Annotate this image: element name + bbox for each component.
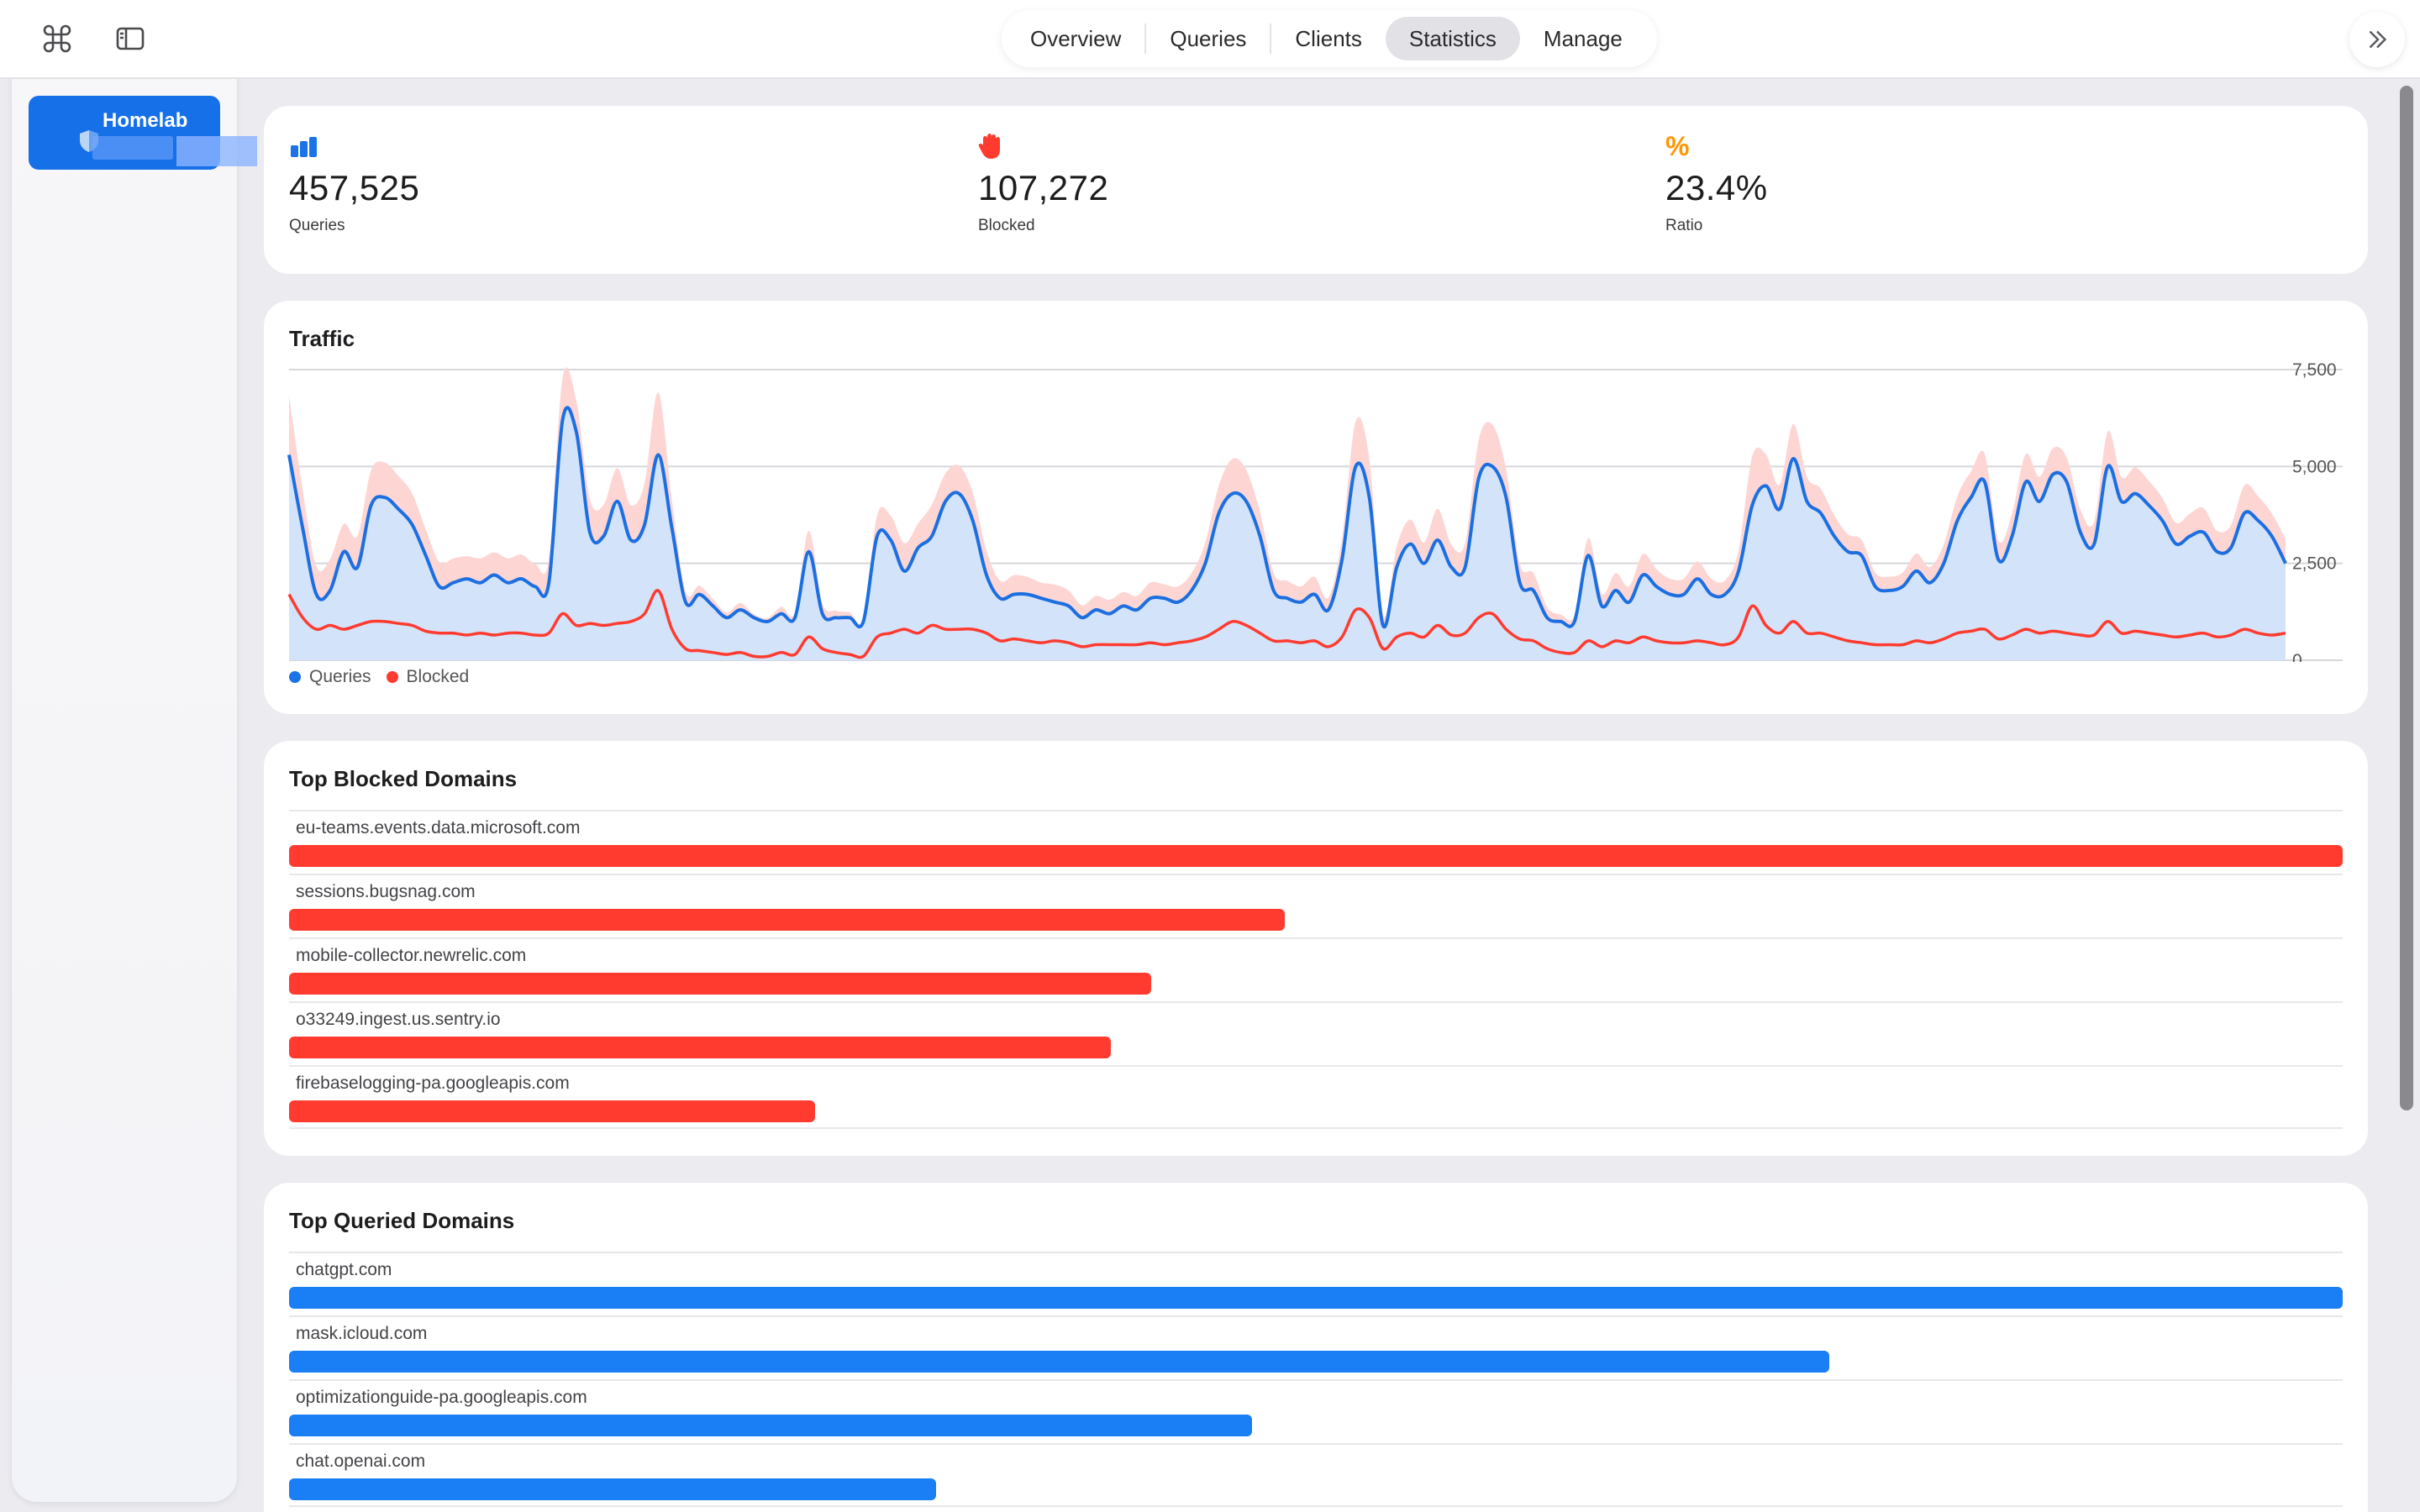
traffic-title: Traffic [289, 326, 355, 351]
scrollbar[interactable] [2400, 86, 2413, 1110]
domain-row[interactable]: chat.openai.com [289, 1443, 2343, 1507]
domain-row[interactable]: eu-teams.events.data.microsoft.com [289, 810, 2343, 874]
legend-queries: Queries [289, 667, 371, 687]
domain-name: o33249.ingest.us.sentry.io [296, 1010, 501, 1029]
queries-line [287, 406, 2287, 629]
server-name: Homelab [103, 109, 188, 132]
top-queried-title: Top Queried Domains [289, 1208, 515, 1233]
sidebar-toggle-icon[interactable] [112, 20, 149, 57]
tab-divider [1144, 24, 1147, 54]
expand-button[interactable] [2349, 12, 2405, 67]
blocked-label: Blocked [978, 217, 1035, 234]
stat-queries: 457,525 Queries [289, 131, 419, 235]
domain-row[interactable]: optimizationguide-pa.googleapis.com [289, 1379, 2343, 1443]
tab-queries[interactable]: Queries [1170, 25, 1247, 51]
domain-bar [289, 973, 1151, 995]
domain-row[interactable]: o33249.ingest.us.sentry.io [289, 1001, 2343, 1065]
legend-label-blocked: Blocked [406, 667, 470, 686]
hand-raised-icon [978, 131, 1108, 161]
top-blocked-title: Top Blocked Domains [289, 766, 518, 791]
percent-icon: % [1665, 130, 1690, 161]
domain-name: mobile-collector.newrelic.com [296, 946, 527, 965]
queries-label: Queries [289, 217, 345, 234]
legend-label-queries: Queries [309, 667, 371, 686]
chart-legend: Queries Blocked [289, 667, 484, 687]
blocked-line [287, 589, 2286, 659]
tab-clients[interactable]: Clients [1295, 25, 1362, 51]
top-queried-domains-card: Top Queried Domains chatgpt.com mask.iclo… [264, 1183, 2368, 1512]
legend-dot-blocked [386, 671, 398, 683]
y-tick-label: 7,500 [2292, 360, 2337, 380]
domain-bar [289, 1287, 2343, 1309]
tab-overview[interactable]: Overview [1030, 25, 1122, 51]
domain-bar [289, 1415, 1252, 1436]
domain-bar [289, 1100, 815, 1122]
domain-name: chatgpt.com [296, 1260, 392, 1279]
ratio-label: Ratio [1665, 217, 1703, 234]
domain-bar [289, 1351, 1829, 1373]
domain-name: sessions.bugsnag.com [296, 882, 476, 901]
tab-statistics[interactable]: Statistics [1385, 17, 1520, 60]
domain-bar [289, 909, 1285, 931]
queried-domain-list: chatgpt.com mask.icloud.com optimizationgu… [289, 1252, 2343, 1507]
y-tick-label: 5,000 [2292, 457, 2337, 476]
bar-chart-icon [289, 131, 419, 161]
stat-ratio: % 23.4% Ratio [1665, 131, 1768, 235]
queries-value: 457,525 [289, 168, 420, 207]
domain-bar [289, 845, 2343, 867]
legend-dot-queries [289, 671, 301, 683]
domain-name: optimizationguide-pa.googleapis.com [296, 1388, 587, 1407]
queries-area [289, 407, 2286, 660]
domain-row[interactable]: mobile-collector.newrelic.com [289, 937, 2343, 1001]
blocked-value: 107,272 [978, 168, 1109, 207]
tab-bar: Overview Queries Clients Statistics Mana… [1002, 10, 1657, 67]
sidebar-item-homelab[interactable]: Homelab [29, 96, 257, 170]
domain-name: chat.openai.com [296, 1452, 426, 1471]
ratio-value: 23.4% [1665, 168, 1768, 207]
domain-row[interactable]: sessions.bugsnag.com [289, 874, 2343, 937]
y-tick-label: 0 [2292, 651, 2302, 662]
domain-bar [289, 1478, 936, 1500]
tab-manage[interactable]: Manage [1543, 25, 1623, 51]
traffic-card: Traffic 7,500 5,000 2,500 0 Queries Blocked [264, 301, 2368, 714]
traffic-chart: 7,500 5,000 2,500 0 [287, 360, 2343, 662]
server-address-redacted [176, 136, 257, 166]
top-blocked-domains-card: Top Blocked Domains eu-teams.events.data… [264, 741, 2368, 1156]
sidebar [12, 10, 237, 1502]
command-icon[interactable] [39, 20, 76, 57]
server-address-redacted [92, 136, 173, 160]
domain-row[interactable]: firebaselogging-pa.googleapis.com [289, 1065, 2343, 1129]
tab-divider [1270, 24, 1272, 54]
blocked-domain-list: eu-teams.events.data.microsoft.com sessio… [289, 810, 2343, 1129]
domain-name: eu-teams.events.data.microsoft.com [296, 818, 581, 837]
chevron-double-right-icon [2369, 30, 2387, 49]
domain-name: firebaselogging-pa.googleapis.com [296, 1074, 570, 1093]
stat-blocked: 107,272 Blocked [978, 131, 1108, 235]
summary-card: 457,525 Queries 107,272 Blocked % 23.4% … [264, 106, 2368, 274]
legend-blocked: Blocked [386, 667, 470, 687]
domain-row[interactable]: mask.icloud.com [289, 1315, 2343, 1379]
y-tick-label: 2,500 [2292, 554, 2337, 574]
domain-name: mask.icloud.com [296, 1324, 428, 1343]
domain-row[interactable]: chatgpt.com [289, 1252, 2343, 1315]
domain-bar [289, 1037, 1111, 1058]
